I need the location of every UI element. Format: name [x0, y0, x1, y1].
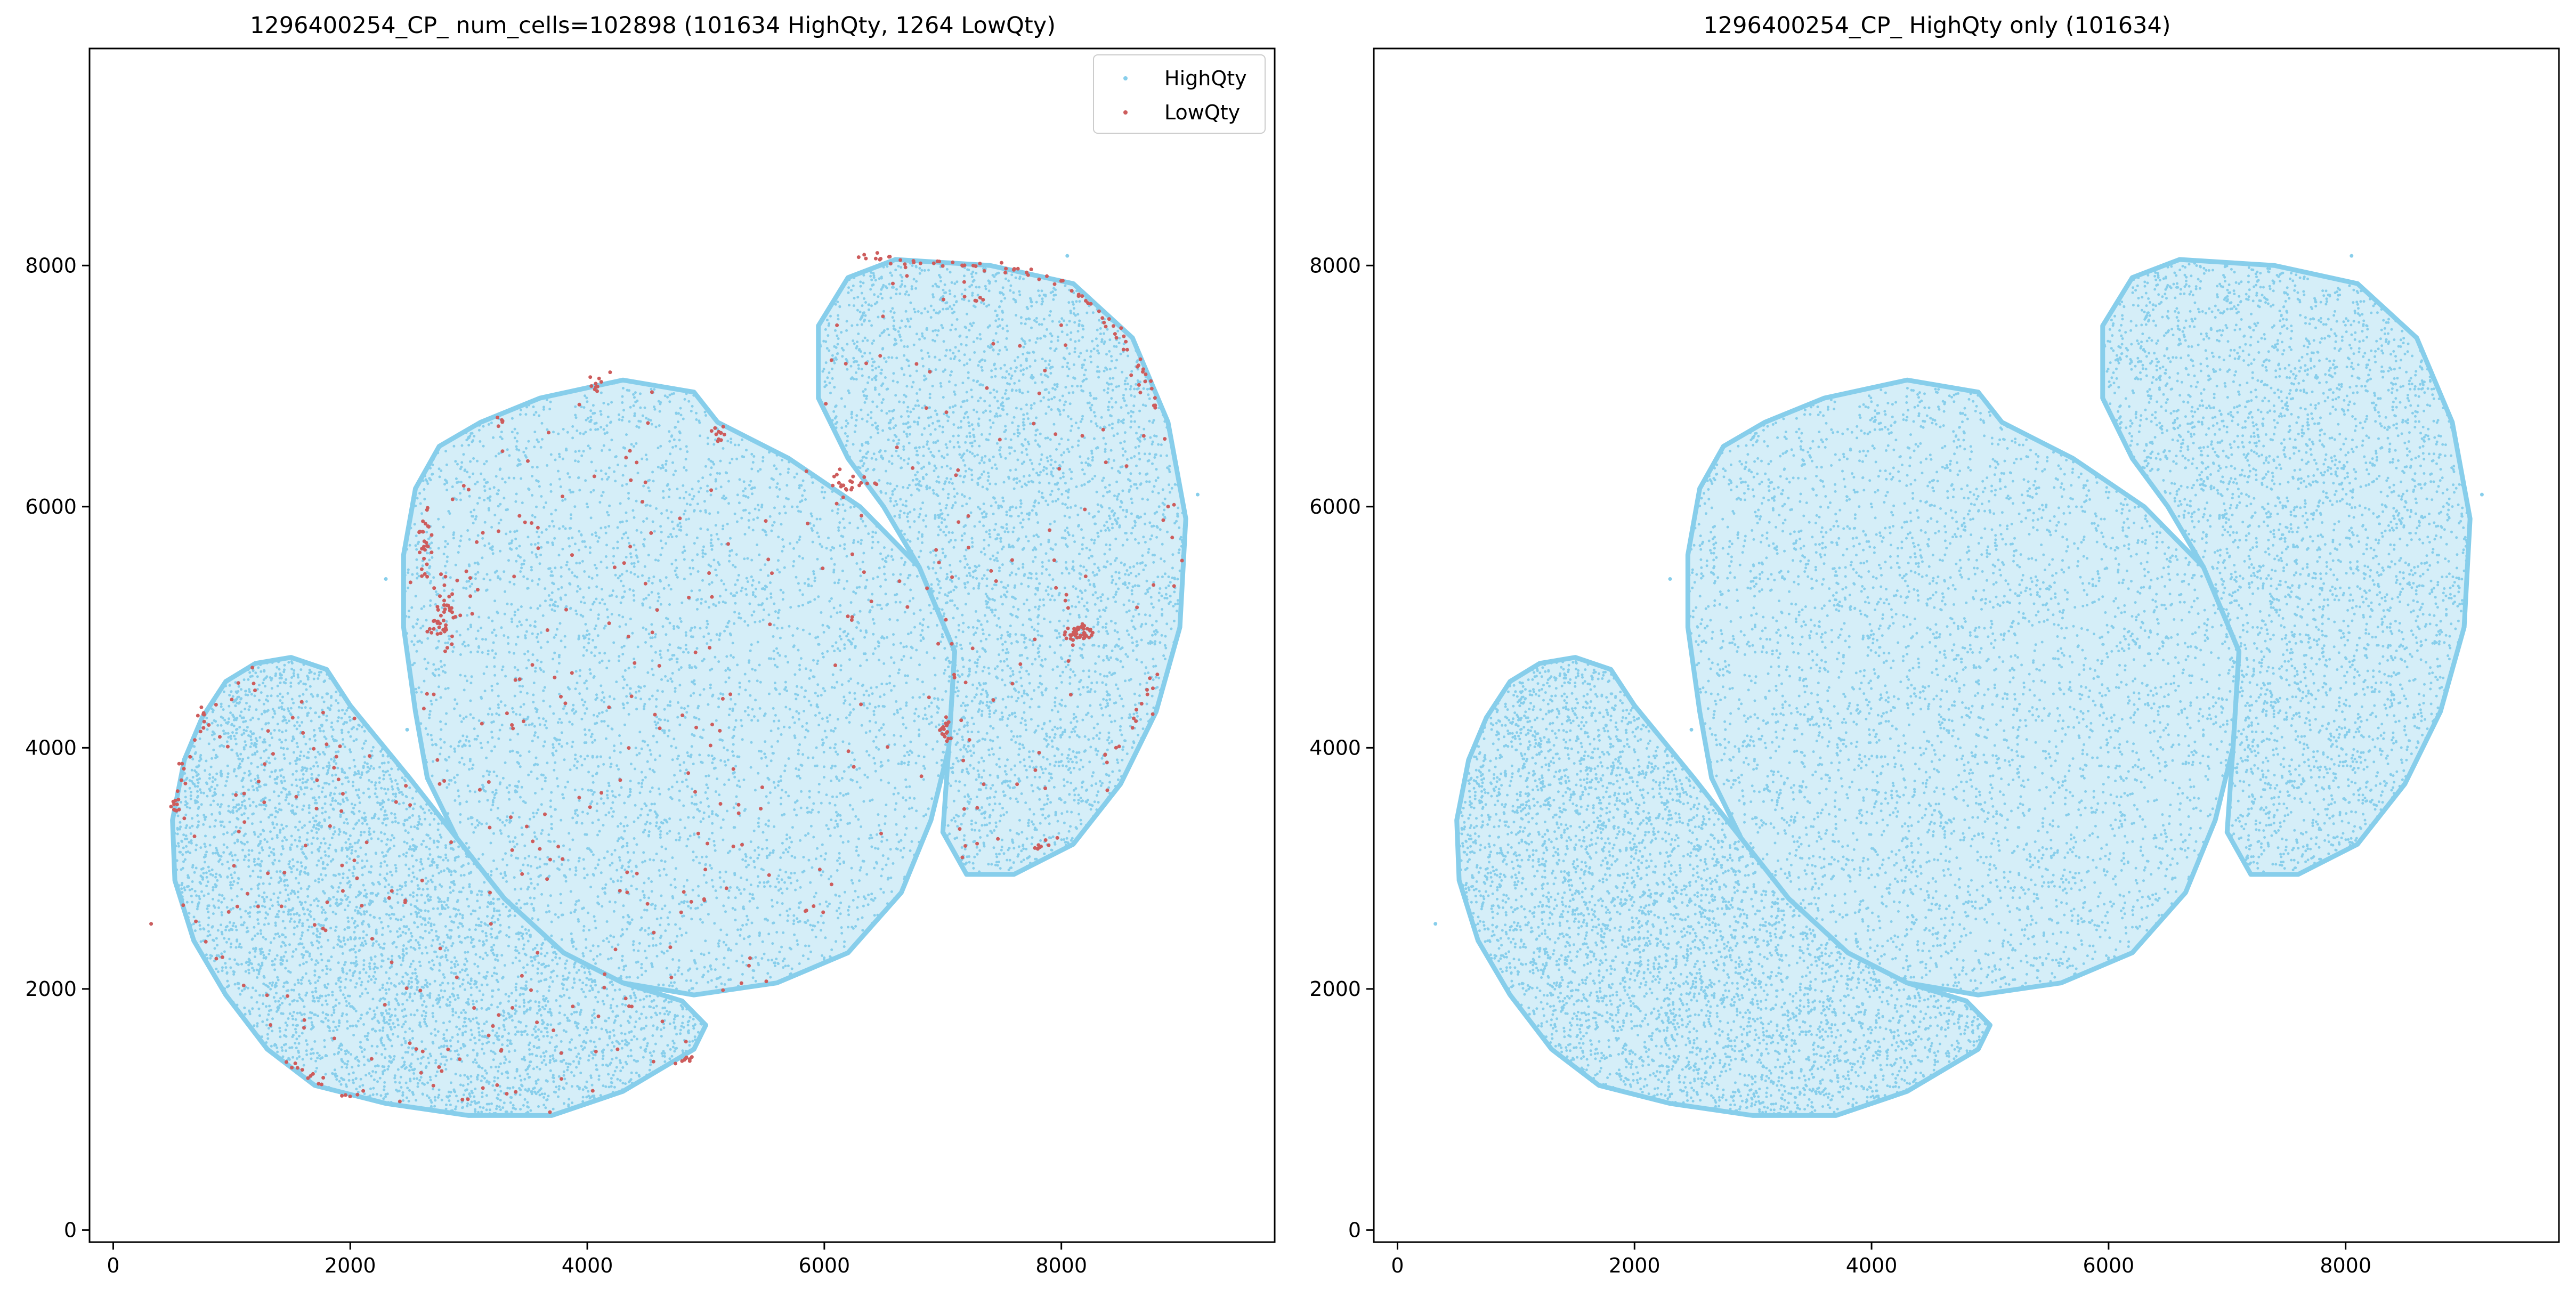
- highqty-point: [1065, 254, 1070, 258]
- left-x-axis: 0 2000 4000 6000 8000: [107, 1242, 1087, 1277]
- x-tick-label: 2000: [1609, 1254, 1660, 1277]
- y-tick-label: 2000: [25, 977, 77, 1001]
- legend-marker-lowqty: [1123, 110, 1128, 115]
- lowqty-points: [149, 251, 1184, 1114]
- left-plot-area: [90, 48, 1275, 1242]
- y-tick-label: 0: [64, 1218, 77, 1242]
- x-tick-label: 6000: [799, 1254, 850, 1277]
- right-scatter-panel: 1296400254_CP_ HighQty only (101634) 0 20…: [1309, 12, 2560, 1277]
- x-tick-label: 2000: [325, 1254, 376, 1277]
- y-tick-label: 4000: [25, 736, 77, 759]
- x-tick-label: 8000: [1035, 1254, 1087, 1277]
- legend: HighQty LowQty: [1093, 54, 1266, 134]
- left-y-axis: 0 2000 4000 6000 8000: [25, 254, 90, 1242]
- legend-label-highqty: HighQty: [1164, 67, 1247, 90]
- right-axes-frame: [1373, 47, 2560, 1243]
- highqty-point: [1433, 922, 1438, 926]
- highqty-point: [2480, 492, 2484, 497]
- left-axes-frame: [88, 47, 1276, 1243]
- x-tick-label: 6000: [2083, 1254, 2135, 1277]
- y-tick-label: 8000: [25, 254, 77, 277]
- highqty-points: [1456, 259, 2470, 1117]
- right-x-axis: 0 2000 4000 6000 8000: [1391, 1242, 2371, 1277]
- legend-label-lowqty: LowQty: [1164, 101, 1240, 124]
- highqty-point: [384, 577, 388, 581]
- left-plot-marks: [149, 251, 1200, 1118]
- y-tick-label: 8000: [1309, 254, 1361, 277]
- y-tick-label: 6000: [1309, 495, 1361, 518]
- highqty-point: [1195, 492, 1200, 497]
- legend-box: [1093, 54, 1266, 134]
- x-tick-label: 0: [1391, 1254, 1404, 1277]
- legend-marker-highqty: [1123, 76, 1128, 80]
- y-tick-label: 2000: [1309, 977, 1361, 1001]
- highqty-point: [2350, 254, 2354, 258]
- x-tick-label: 4000: [562, 1254, 613, 1277]
- y-tick-label: 6000: [25, 495, 77, 518]
- left-scatter-panel: 1296400254_CP_ num_cells=102898 (101634 …: [25, 12, 1276, 1277]
- right-plot-marks: [1433, 254, 2484, 1118]
- x-tick-label: 4000: [1846, 1254, 1898, 1277]
- right-y-axis: 0 2000 4000 6000 8000: [1309, 254, 1374, 1242]
- y-tick-label: 0: [1348, 1218, 1361, 1242]
- left-chart-title: 1296400254_CP_ num_cells=102898 (101634 …: [250, 12, 1056, 39]
- y-tick-label: 4000: [1309, 736, 1361, 759]
- highqty-point: [405, 727, 409, 732]
- highqty-point: [1668, 577, 1672, 581]
- highqty-point: [1689, 727, 1694, 732]
- right-plot-area: [1374, 48, 2559, 1242]
- x-tick-label: 8000: [2320, 1254, 2371, 1277]
- x-tick-label: 0: [107, 1254, 119, 1277]
- right-chart-title: 1296400254_CP_ HighQty only (101634): [1703, 12, 2170, 39]
